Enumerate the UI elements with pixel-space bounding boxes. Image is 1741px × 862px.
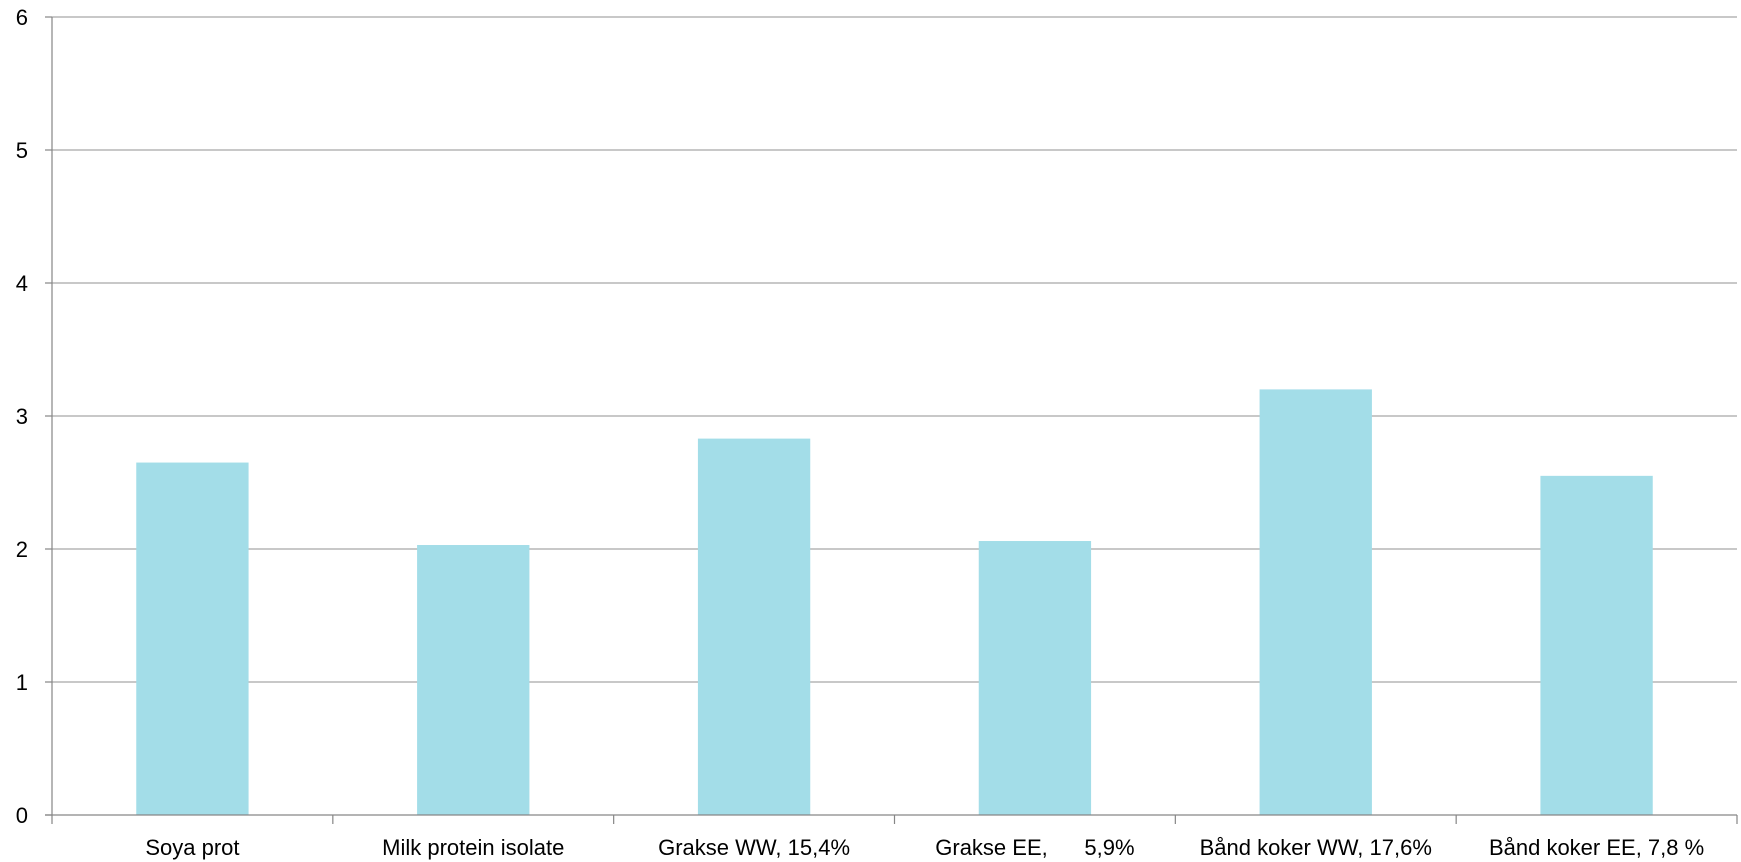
bar-3 <box>697 438 811 815</box>
x-category-label: Soya prot <box>145 835 239 860</box>
axes <box>45 16 1738 824</box>
bar-1 <box>136 462 249 815</box>
bars <box>136 389 1653 815</box>
y-tick-labels: 0 1 2 3 4 5 6 <box>16 5 28 828</box>
x-category-label: Bånd koker WW, 17,6% <box>1200 835 1432 860</box>
bar-5 <box>1259 389 1372 815</box>
x-category-label: Grakse EE, 5,9% <box>935 835 1134 860</box>
y-tick-label: 5 <box>16 138 28 163</box>
y-tick-label: 1 <box>16 670 28 695</box>
x-category-label: Milk protein isolate <box>382 835 564 860</box>
y-tick-label: 6 <box>16 5 28 30</box>
bar-4 <box>978 541 1092 815</box>
bar-2 <box>417 545 530 815</box>
bar-6 <box>1540 475 1653 815</box>
x-category-labels: Soya prot Milk protein isolate Grakse WW, … <box>145 835 1704 860</box>
y-tick-label: 0 <box>16 803 28 828</box>
gridlines <box>52 16 1737 683</box>
x-category-label: Grakse WW, 15,4% <box>658 835 850 860</box>
y-tick-label: 3 <box>16 404 28 429</box>
y-tick-label: 4 <box>16 271 28 296</box>
y-tick-label: 2 <box>16 537 28 562</box>
x-category-label: Bånd koker EE, 7,8 % <box>1489 835 1704 860</box>
